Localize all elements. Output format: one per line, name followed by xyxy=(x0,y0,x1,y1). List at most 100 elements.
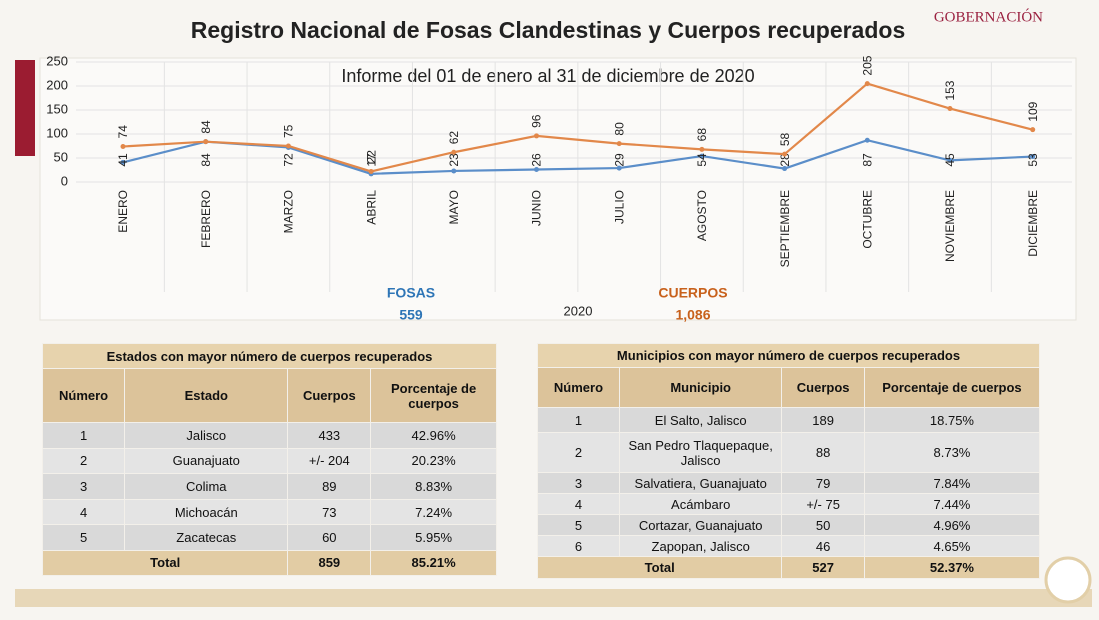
table-cell: 433 xyxy=(287,422,372,449)
y-tick-label: 0 xyxy=(61,173,68,188)
x-tick-label: DICIEMBRE xyxy=(1026,190,1040,257)
table-cell: San Pedro Tlaquepaque, Jalisco xyxy=(618,432,783,473)
table-cell: 189 xyxy=(781,407,865,433)
data-label: 23 xyxy=(447,153,461,167)
column-header: Cuerpos xyxy=(781,367,865,408)
table-cell: 7.84% xyxy=(863,472,1041,494)
table-cell: 1 xyxy=(537,407,620,433)
table-cell: Cortazar, Guanajuato xyxy=(618,514,783,536)
table-cell: Zacatecas xyxy=(124,524,289,551)
table-row: 1 El Salto, Jalisco 189 18.75% xyxy=(537,407,1041,433)
table-cell: 79 xyxy=(781,472,865,494)
table-cell: Guanajuato xyxy=(124,447,289,475)
data-label: 58 xyxy=(778,132,792,146)
data-label: 28 xyxy=(778,153,792,167)
point xyxy=(368,168,374,174)
table-cell: 4 xyxy=(537,493,620,515)
x-tick-label: FEBRERO xyxy=(199,190,213,248)
table-cell: 42.96% xyxy=(370,422,497,449)
data-label: 96 xyxy=(530,114,544,128)
seal xyxy=(1044,556,1092,604)
data-label: 68 xyxy=(695,128,709,142)
table-cell: 1 xyxy=(41,422,126,449)
accent-bar xyxy=(15,60,35,156)
data-label: 84 xyxy=(199,120,213,134)
x-tick-label: SEPTIEMBRE xyxy=(778,190,792,267)
table-title: Municipios con mayor número de cuerpos r… xyxy=(537,343,1040,368)
table-row: 2 San Pedro Tlaquepaque, Jalisco 88 8.73% xyxy=(537,432,1041,473)
table-cell: Michoacán xyxy=(124,498,289,526)
table-row: 3 Salvatiera, Guanajuato 79 7.84% xyxy=(537,472,1041,494)
data-label: 62 xyxy=(447,131,461,145)
table-cell: 60 xyxy=(287,524,372,551)
table-header-row: Número Estado Cuerpos Porcentaje de cuerpos xyxy=(41,368,497,423)
y-tick-label: 50 xyxy=(54,149,68,164)
table-total-row: Total 527 52.37% xyxy=(536,556,1041,579)
x-tick-label: NOVIEMBRE xyxy=(943,190,957,262)
point xyxy=(534,167,539,173)
series-line xyxy=(122,82,1033,173)
point xyxy=(451,168,457,174)
table-title: Estados con mayor número de cuerpos recu… xyxy=(42,343,497,369)
column-header: Cuerpos xyxy=(287,368,372,423)
x-tick-label: ENERO xyxy=(116,190,130,233)
point xyxy=(1030,154,1036,160)
data-label: 75 xyxy=(282,124,296,138)
point xyxy=(120,159,126,165)
table-row: 4 Michoacán 73 7.24% xyxy=(41,498,497,526)
series-line xyxy=(122,139,1033,175)
point xyxy=(782,166,788,172)
table-cell: Jalisco xyxy=(124,422,289,449)
table-cell: 2 xyxy=(41,447,126,475)
table-cell: 8.73% xyxy=(863,432,1041,473)
table-cell: 6 xyxy=(537,535,620,557)
table-cell: 3 xyxy=(537,472,620,494)
data-label: 45 xyxy=(943,153,957,167)
table-row: 1 Jalisco 433 42.96% xyxy=(41,422,497,449)
table-row: 3 Colima 89 8.83% xyxy=(41,473,497,500)
total-cell: 859 xyxy=(287,549,372,576)
data-label: 29 xyxy=(612,153,626,167)
y-tick-label: 150 xyxy=(46,101,68,116)
data-label: 109 xyxy=(1026,101,1040,121)
point xyxy=(120,143,126,149)
table-cell: 7.24% xyxy=(370,498,497,526)
point xyxy=(864,81,870,87)
table-row: 2 Guanajuato +/- 204 20.23% xyxy=(41,447,497,475)
column-header: Número xyxy=(41,368,126,423)
table-row: 5 Cortazar, Guanajuato 50 4.96% xyxy=(537,514,1041,536)
point xyxy=(451,149,457,155)
data-label: 54 xyxy=(695,153,709,167)
y-tick-label: 200 xyxy=(46,77,68,92)
total-cell: Total xyxy=(41,549,289,576)
point xyxy=(947,157,953,163)
x-tick-label: JULIO xyxy=(612,190,626,224)
data-label: 205 xyxy=(860,55,874,75)
x-tick-label: ABRIL xyxy=(364,190,378,225)
table-cell: Zapopan, Jalisco xyxy=(618,535,783,557)
data-label: 53 xyxy=(1026,153,1040,167)
data-label: 153 xyxy=(943,80,957,100)
table-row: 4 Acámbaro +/- 75 7.44% xyxy=(537,493,1041,515)
data-label: 80 xyxy=(612,122,626,136)
table-cell: 88 xyxy=(781,432,865,473)
table-cell: 3 xyxy=(41,473,126,500)
data-label: 41 xyxy=(116,153,130,167)
point xyxy=(699,146,705,152)
table-total-row: Total 859 85.21% xyxy=(41,549,497,576)
table-cell: 46 xyxy=(781,535,865,557)
x-tick-label: AGOSTO xyxy=(695,190,709,241)
data-label: 17 xyxy=(364,153,378,167)
table-cell: +/- 204 xyxy=(287,447,372,475)
data-table: Estados con mayor número de cuerpos recu… xyxy=(41,343,497,576)
table-cell: El Salto, Jalisco xyxy=(618,407,783,433)
table-cell: Colima xyxy=(124,473,289,500)
point xyxy=(1030,127,1036,133)
table-cell: Acámbaro xyxy=(618,493,783,515)
table-cell: 8.83% xyxy=(370,473,497,500)
column-header: Porcentaje de cuerpos xyxy=(863,367,1041,408)
data-label: 74 xyxy=(116,125,130,139)
point xyxy=(534,133,539,139)
